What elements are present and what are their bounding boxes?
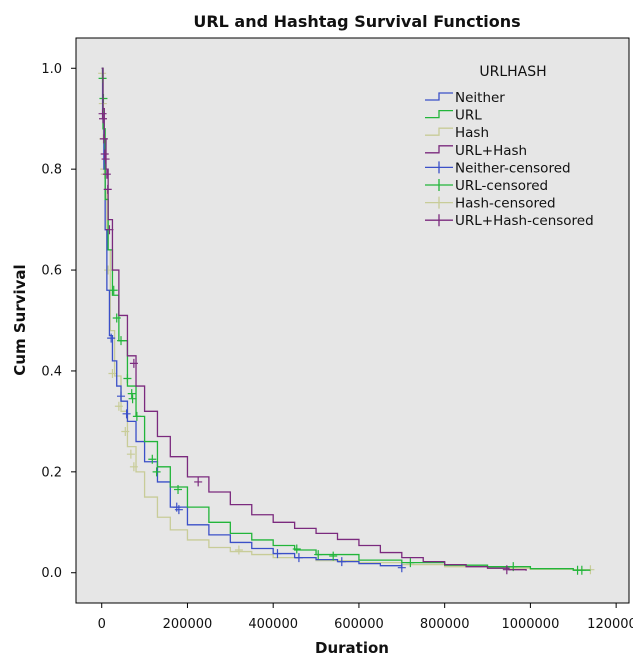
censored-marker-url — [132, 411, 141, 421]
x-tick-label: 1000000 — [501, 617, 559, 632]
y-tick-label: 0.6 — [41, 264, 62, 279]
censored-marker-neither — [294, 553, 303, 563]
plot-area — [75, 37, 630, 604]
y-axis: 0.0 0.2 0.4 0.6 0.8 1.0 — [41, 62, 76, 581]
censored-marker-neither — [397, 563, 406, 573]
censored-marker-hash — [108, 368, 117, 378]
legend-label-hash-censored: Hash-censored — [455, 196, 556, 212]
legend-swatch-neither-censored — [425, 161, 453, 174]
censored-marker-hash — [234, 545, 243, 555]
y-tick-label: 1.0 — [41, 62, 62, 77]
censored-marker-url-plus-hash — [194, 477, 203, 487]
censored-marker-neither — [337, 557, 346, 567]
legend-label-url-plus-hash-censored: URL+Hash-censored — [455, 213, 594, 229]
censored-marker-url — [314, 550, 323, 560]
censored-marker-url — [329, 551, 338, 561]
censored-marker-url — [152, 467, 161, 477]
legend-swatch-url-plus-hash-censored — [425, 214, 453, 227]
censored-marker-url — [292, 544, 301, 554]
censored-marker-url-plus-hash — [103, 184, 112, 194]
x-tick-label: 800000 — [420, 617, 470, 632]
legend-label-neither-censored: Neither-censored — [455, 160, 571, 176]
legend-title: URLHASH — [479, 64, 546, 80]
y-axis-label: Cum Survival — [11, 264, 29, 375]
censored-marker-url-plus-hash — [100, 149, 109, 159]
censored-marker-hash — [104, 265, 113, 275]
x-axis-label: Duration — [315, 639, 389, 655]
censored-marker-url-plus-hash — [502, 565, 511, 575]
censored-marker-url-plus-hash — [129, 358, 138, 368]
series-layer — [98, 67, 595, 575]
censored-marker-hash — [129, 462, 138, 472]
censored-marker-url-plus-hash — [102, 169, 111, 179]
censored-marker-neither — [273, 549, 282, 559]
chart-title: URL and Hashtag Survival Functions — [193, 12, 520, 31]
legend-swatch-hash-censored — [425, 196, 453, 209]
legend-label-hash: Hash — [455, 125, 489, 141]
censored-marker-url — [128, 394, 137, 404]
censored-marker-url — [112, 313, 121, 323]
legend-swatch-url-censored — [425, 179, 453, 191]
censored-marker-neither — [107, 333, 116, 343]
censored-marker-url — [577, 565, 586, 575]
x-tick-label: 600000 — [334, 617, 384, 632]
y-tick-label: 0.0 — [41, 566, 62, 581]
censored-marker-url — [123, 374, 132, 384]
legend-swatch-url-plus-hash — [425, 145, 453, 154]
censored-marker-url-plus-hash — [101, 154, 110, 164]
censored-marker-url — [174, 484, 183, 494]
censored-marker-url — [406, 558, 415, 568]
legend-label-neither: Neither — [455, 90, 505, 106]
censored-marker-url-plus-hash — [99, 134, 108, 144]
censored-marker-url-plus-hash — [105, 225, 114, 235]
y-tick-label: 0.4 — [41, 364, 62, 379]
censored-marker-neither — [174, 505, 183, 515]
censored-marker-hash — [114, 401, 123, 411]
series-line-url-plus-hash — [101, 67, 527, 571]
legend-swatch-url — [425, 109, 453, 119]
series-line-neither — [101, 67, 403, 568]
legend-label-url: URL — [455, 108, 482, 124]
legend-swatch-hash — [425, 127, 453, 136]
y-tick-label: 0.2 — [41, 465, 62, 480]
censored-marker-url — [117, 336, 126, 346]
censored-marker-url — [127, 389, 136, 399]
x-tick-label: 400000 — [248, 617, 298, 632]
censored-marker-url — [148, 454, 157, 464]
legend-label-url-censored: URL-censored — [455, 178, 548, 194]
censored-marker-neither — [117, 391, 126, 401]
censored-marker-url — [109, 285, 118, 295]
x-tick-label: 200000 — [163, 617, 213, 632]
censored-marker-hash — [121, 426, 130, 436]
censored-marker-hash — [126, 449, 135, 459]
censored-marker-neither — [122, 409, 131, 419]
legend-swatch-neither — [425, 92, 453, 101]
y-tick-label: 0.8 — [41, 163, 62, 178]
censored-marker-url-plus-hash — [99, 114, 108, 124]
x-tick-label: 0 — [98, 617, 106, 632]
legend-label-url-plus-hash: URL+Hash — [455, 143, 527, 159]
